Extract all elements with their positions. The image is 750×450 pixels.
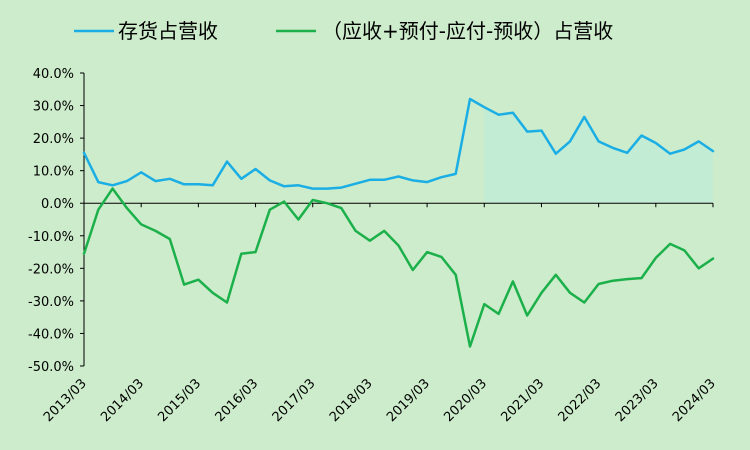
x-tick-label: 2024/03 xyxy=(670,376,719,425)
x-tick-label: 2021/03 xyxy=(498,376,547,425)
x-tick-label: 2014/03 xyxy=(98,376,147,425)
x-tick-label: 2023/03 xyxy=(613,376,662,425)
y-tick-label: -40.0% xyxy=(28,327,74,342)
y-tick-label: -10.0% xyxy=(28,230,74,245)
y-tick-label: -20.0% xyxy=(28,262,74,277)
x-tick-label: 2019/03 xyxy=(384,376,433,425)
y-tick-label: 40.0% xyxy=(33,67,74,82)
x-tick-label: 2015/03 xyxy=(155,376,204,425)
x-tick-label: 2018/03 xyxy=(327,376,376,425)
y-tick-label: -50.0% xyxy=(28,360,74,375)
y-tick-label: 0.0% xyxy=(41,197,74,212)
series-line-receivables xyxy=(82,187,715,348)
y-tick-label: 10.0% xyxy=(33,165,74,180)
x-tick-label: 2013/03 xyxy=(41,376,90,425)
y-tick-label: 30.0% xyxy=(33,100,74,115)
series-line-inventory xyxy=(82,97,715,190)
y-tick-label: 20.0% xyxy=(33,132,74,147)
y-tick-label: -30.0% xyxy=(28,295,74,310)
x-tick-label: 2022/03 xyxy=(556,376,605,425)
x-tick-label: 2020/03 xyxy=(441,376,490,425)
legend: 存货占营收 （应收+预付-应付-预收）占营收 xyxy=(74,19,613,43)
x-tick-label: 2017/03 xyxy=(270,376,319,425)
plot-area: 40.0% 30.0% 20.0% 10.0% 0.0% -10.0% -20.0% -30.… xyxy=(28,67,719,425)
legend-label-receivables: （应收+预付-应付-预收）占营收 xyxy=(322,19,613,43)
legend-label-inventory: 存货占营收 xyxy=(118,19,218,43)
x-tick-label: 2016/03 xyxy=(213,376,262,425)
